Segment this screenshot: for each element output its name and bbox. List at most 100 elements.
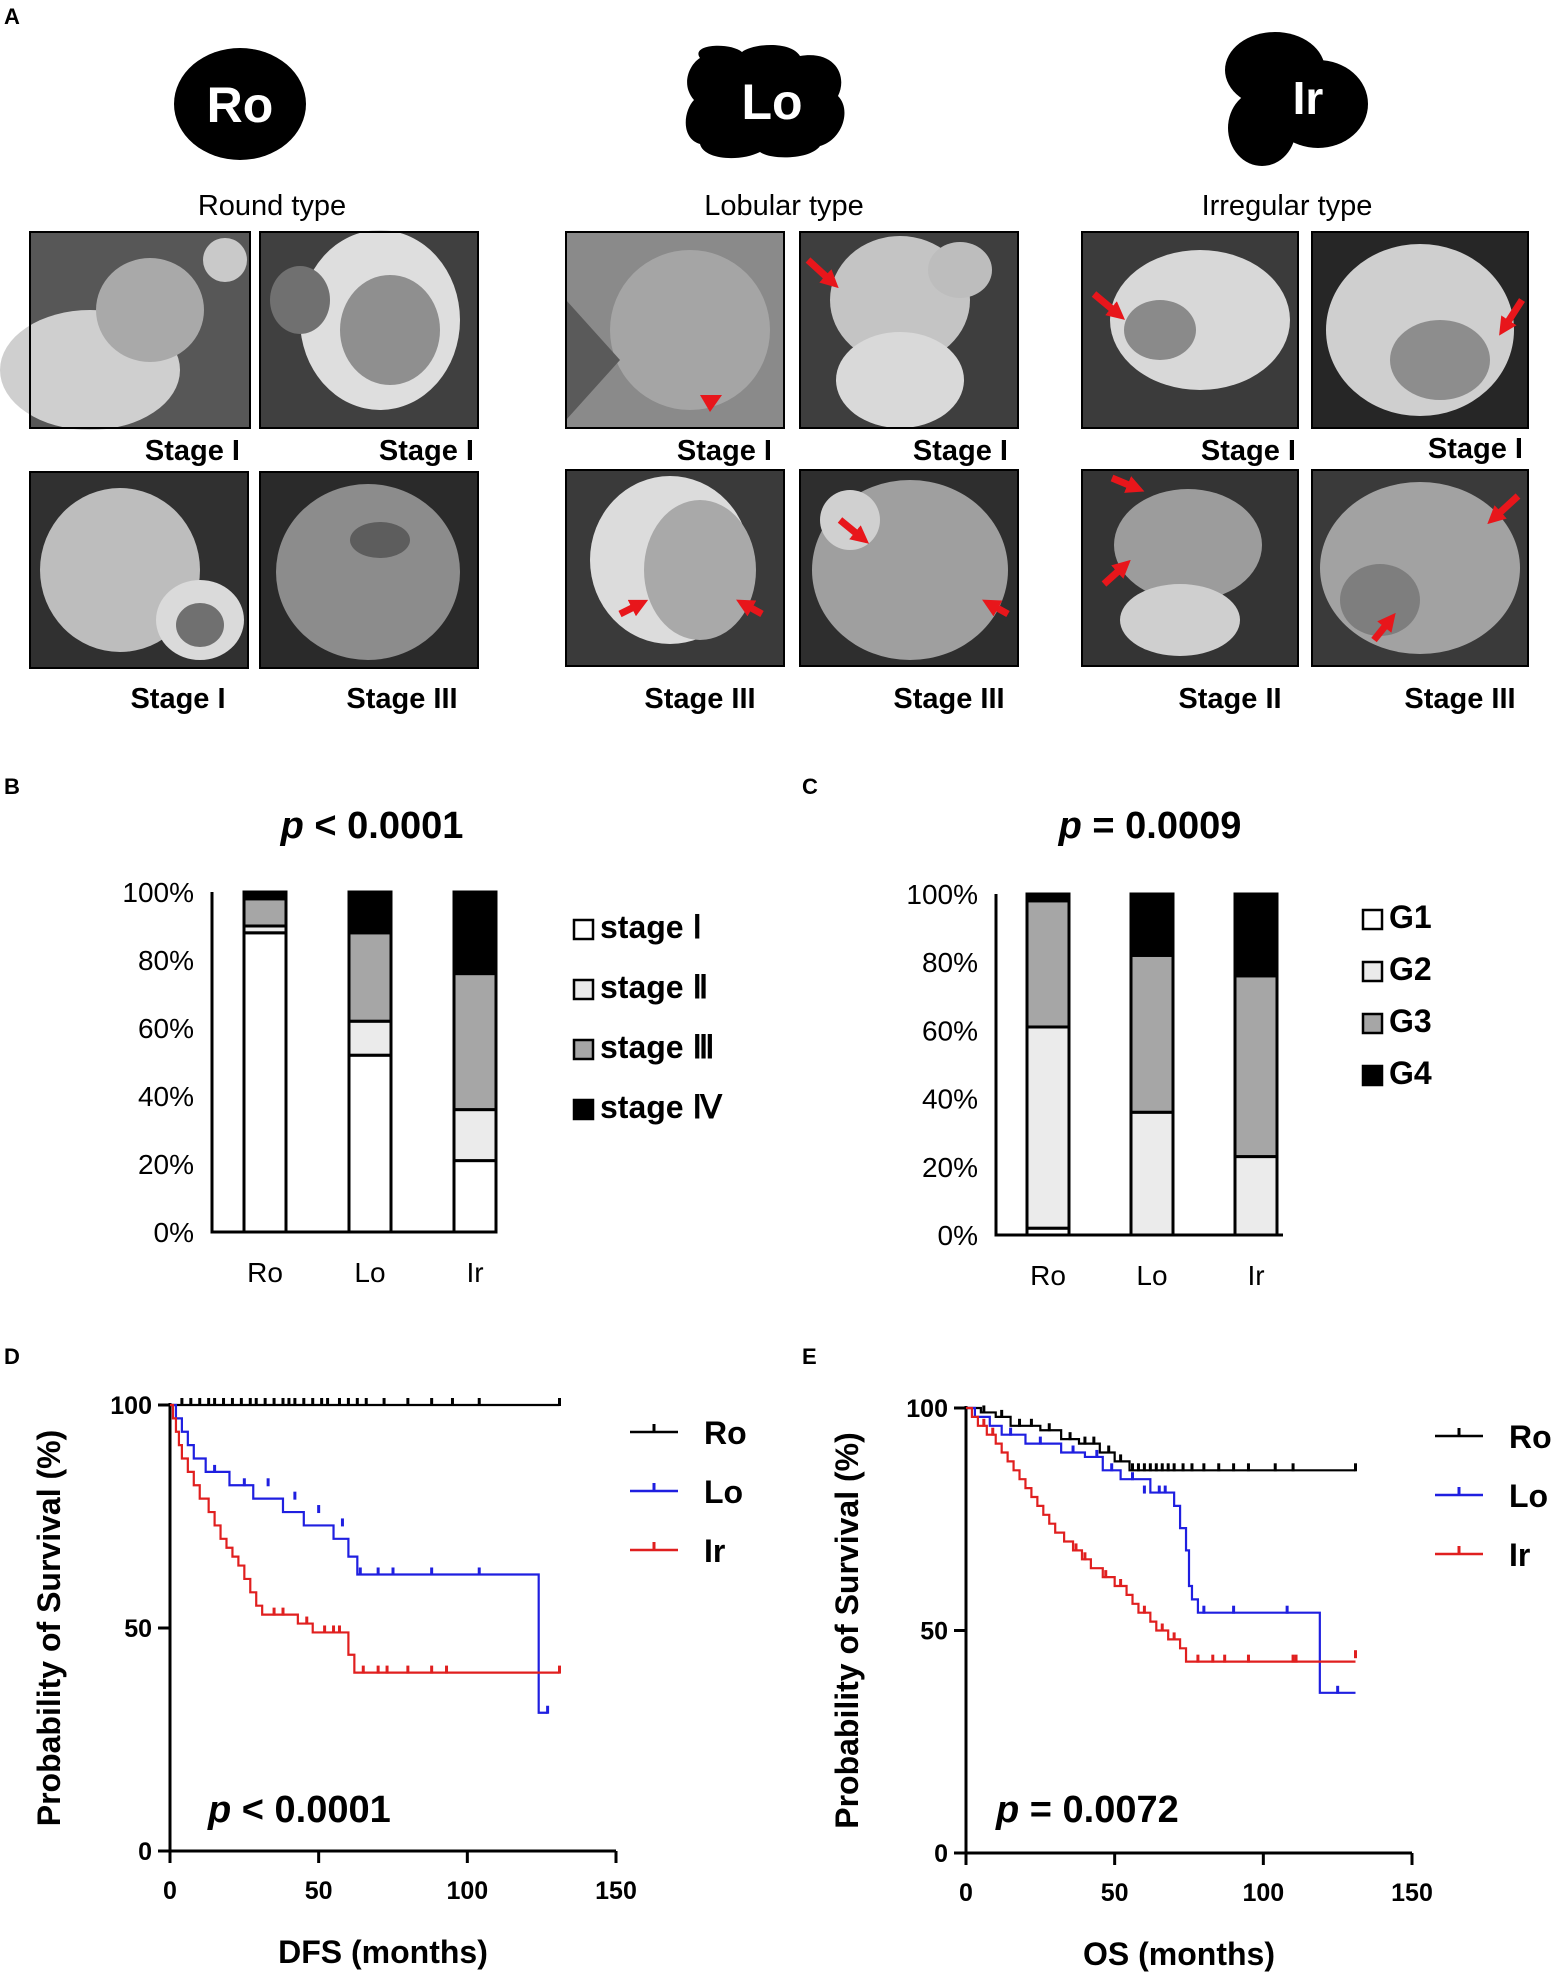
legend-label: G1 bbox=[1389, 899, 1432, 935]
x-tick-label: Lo bbox=[354, 1257, 385, 1288]
panel-label-c: C bbox=[802, 774, 818, 799]
ct-image-lobular-2 bbox=[799, 231, 1019, 429]
arrow-icon bbox=[736, 599, 764, 618]
bar-segment-ir-4 bbox=[452, 890, 498, 976]
stage-label-irregular-1: Stage I bbox=[1201, 435, 1296, 467]
ct-image-irregular-1 bbox=[1081, 231, 1299, 429]
arrow-icon bbox=[1499, 298, 1525, 336]
legend-swatch bbox=[1361, 908, 1384, 931]
chart-title-rest: = 0.0009 bbox=[1082, 805, 1242, 847]
arrow-icon bbox=[805, 257, 839, 289]
y-tick-label: 100% bbox=[122, 877, 194, 908]
irregular-type-caption: Irregular type bbox=[1202, 190, 1373, 222]
stage-label-irregular-3: Stage II bbox=[1178, 683, 1281, 715]
ct-image-round-3 bbox=[29, 471, 249, 669]
bar-segment-ir-3 bbox=[1233, 974, 1279, 1159]
lobular-type-caption: Lobular type bbox=[704, 190, 864, 222]
legend-label: G4 bbox=[1389, 1055, 1432, 1091]
ct-image-lobular-3 bbox=[565, 469, 785, 667]
ct-image-round-1 bbox=[0, 231, 251, 430]
x-tick-label: 50 bbox=[305, 1877, 333, 1905]
arrow-icon bbox=[982, 599, 1010, 618]
y-axis-label: Probability of Survival (%) bbox=[31, 1430, 67, 1827]
legend-swatch bbox=[1361, 1064, 1384, 1087]
stage-label-round-1: Stage I bbox=[145, 435, 240, 467]
p-value-rest: = 0.0072 bbox=[1019, 1789, 1179, 1831]
y-tick-label: 0% bbox=[938, 1220, 978, 1251]
ct-image-irregular-3 bbox=[1081, 469, 1299, 667]
panel-label-b: B bbox=[4, 774, 20, 799]
irregular-shape-abbr: Ir bbox=[1293, 72, 1324, 124]
stage-label-round-4: Stage III bbox=[346, 683, 457, 715]
y-tick-label: 20% bbox=[138, 1149, 194, 1180]
x-tick-label: 100 bbox=[446, 1877, 488, 1905]
bar-segment-ro-3 bbox=[1025, 899, 1071, 1029]
ct-image-irregular-2 bbox=[1311, 231, 1529, 429]
y-tick-label: 0 bbox=[934, 1840, 948, 1868]
bar-segment-lo-2 bbox=[347, 1019, 393, 1057]
bar-segment-ro-4 bbox=[242, 890, 288, 901]
legend-swatch bbox=[1361, 1012, 1384, 1035]
os-survival-chart: 0 50 100 150 0 50 100 OS (months) Probability of… bbox=[829, 1395, 1552, 1972]
y-tick-label: 20% bbox=[922, 1152, 978, 1183]
stage-label-round-2: Stage I bbox=[379, 435, 474, 467]
p-value: p = 0.0072 bbox=[995, 1789, 1179, 1831]
irregular-shape-icon: Ir bbox=[1225, 32, 1368, 166]
red-arrows bbox=[618, 257, 1525, 643]
p-value-rest: < 0.0001 bbox=[231, 1789, 391, 1831]
legend-swatch bbox=[572, 1038, 595, 1061]
stage-label-irregular-4: Stage III bbox=[1404, 683, 1515, 715]
bar-segment-lo-4 bbox=[347, 890, 393, 935]
y-tick-label: 0% bbox=[154, 1217, 194, 1248]
bar-segment-ir-2 bbox=[1233, 1155, 1279, 1237]
legend-swatch bbox=[572, 1098, 595, 1121]
lobular-shape-icon: Lo bbox=[685, 45, 845, 159]
stage-bar-chart: p < 0.0001 0% 20% 40% 60% 80% 100% Ro Lo Ir stage … bbox=[122, 805, 723, 1288]
p-value-italic: p bbox=[995, 1789, 1019, 1831]
y-tick-label: 100 bbox=[906, 1395, 948, 1423]
bar-segment-ro-4 bbox=[1025, 892, 1071, 903]
x-tick-label: Lo bbox=[1136, 1260, 1167, 1291]
y-tick-label: 60% bbox=[138, 1013, 194, 1044]
bar-segment-ir-2 bbox=[452, 1108, 498, 1163]
stage-label-round-3: Stage I bbox=[130, 683, 225, 715]
legend-label: Ir bbox=[1509, 1537, 1530, 1573]
chart-title-italic: p bbox=[1058, 805, 1082, 847]
stage-label-lobular-2: Stage I bbox=[913, 435, 1008, 467]
stage-label-irregular-2: Stage I bbox=[1428, 433, 1523, 465]
y-tick-label: 80% bbox=[922, 947, 978, 978]
y-tick-label: 40% bbox=[138, 1081, 194, 1112]
chart-title: p = 0.0009 bbox=[1058, 805, 1242, 847]
stage-label-lobular-3: Stage III bbox=[644, 683, 755, 715]
p-value-italic: p bbox=[207, 1789, 231, 1831]
x-tick-label: Ro bbox=[247, 1257, 283, 1288]
legend-label: G2 bbox=[1389, 951, 1432, 987]
survival-line-lo bbox=[170, 1403, 548, 1714]
grade-bar-chart: p = 0.0009 0% 20% 40% 60% 80% 100% Ro Lo Ir G1 G2 G3… bbox=[906, 805, 1432, 1291]
ct-images bbox=[0, 230, 1529, 669]
legend-label: Ir bbox=[704, 1533, 725, 1569]
bar-segment-ro-3 bbox=[242, 897, 288, 928]
x-tick-label: Ir bbox=[1247, 1260, 1264, 1291]
ct-image-round-2 bbox=[259, 230, 479, 429]
bar-segment-ro-1 bbox=[242, 931, 288, 1234]
bar-segment-ir-4 bbox=[1233, 892, 1279, 978]
p-value: p < 0.0001 bbox=[207, 1789, 391, 1831]
arrow-icon bbox=[1487, 493, 1521, 525]
x-tick-label: 50 bbox=[1101, 1879, 1129, 1907]
survival-line-lo bbox=[966, 1406, 1356, 1694]
round-type-caption: Round type bbox=[198, 190, 346, 222]
x-tick-label: 150 bbox=[1391, 1879, 1433, 1907]
arrow-icon bbox=[1371, 612, 1396, 643]
x-axis-label: DFS (months) bbox=[278, 1934, 488, 1970]
panel-label-d: D bbox=[4, 1344, 20, 1369]
x-tick-label: 150 bbox=[595, 1877, 637, 1905]
arrow-icon bbox=[1101, 559, 1131, 587]
legend-swatch bbox=[1361, 960, 1384, 983]
survival-line-ir bbox=[966, 1406, 1356, 1663]
bar-segment-lo-4 bbox=[1129, 892, 1175, 957]
bar-segment-lo-3 bbox=[1129, 953, 1175, 1114]
ct-image-irregular-4 bbox=[1311, 469, 1529, 667]
legend-swatch bbox=[572, 918, 595, 941]
